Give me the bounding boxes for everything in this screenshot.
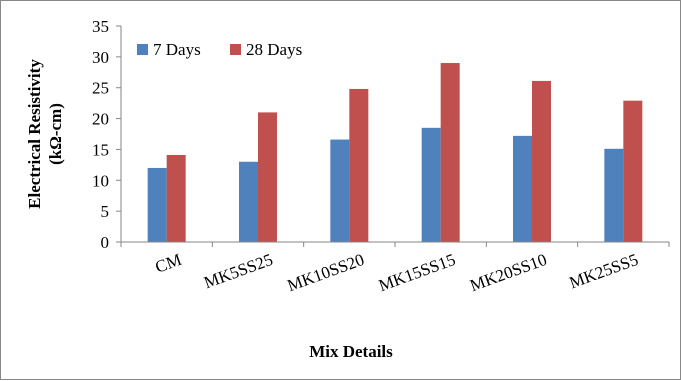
- x-axis: CM MK5SS25 MK10SS20 MK15SS15 MK20SS10 MK25SS5: [120, 241, 670, 295]
- y-tick-label: 25: [92, 79, 109, 98]
- legend-swatch: [230, 44, 241, 55]
- y-axis-title-line-2: (kΩ-cm): [46, 103, 65, 165]
- x-category-label: MK20SS10: [467, 250, 549, 295]
- bar-28-days-mk25ss5: [623, 100, 643, 242]
- bar-7-days-mk20ss10: [513, 135, 532, 242]
- legend: 7 Days 28 Days: [137, 40, 302, 59]
- x-category-label: CM: [153, 250, 184, 277]
- bars: [147, 63, 643, 243]
- bar-7-days-cm: [147, 167, 167, 242]
- bar-28-days-mk15ss15: [440, 63, 460, 243]
- bar-28-days-mk20ss10: [532, 80, 551, 242]
- bar-28-days-mk5ss25: [258, 112, 277, 243]
- y-tick-label: 0: [101, 233, 110, 252]
- bar-28-days-cm: [166, 154, 186, 242]
- y-axis-title-line-1: Electrical Resistivity: [25, 59, 44, 209]
- y-axis: 0 5 10 15 20 25 30 35: [92, 17, 122, 252]
- bar-7-days-mk25ss5: [604, 148, 624, 242]
- x-category-label: MK25SS5: [567, 250, 641, 292]
- bar-28-days-mk10ss20: [349, 88, 369, 242]
- y-tick-label: 35: [92, 17, 109, 36]
- x-category-label: MK15SS15: [376, 250, 458, 295]
- bar-7-days-mk15ss15: [421, 127, 441, 242]
- legend-label: 7 Days: [153, 40, 201, 59]
- y-tick-label: 5: [101, 202, 110, 221]
- legend-label: 28 Days: [246, 40, 302, 59]
- y-tick-label: 15: [92, 140, 109, 159]
- x-category-label: MK10SS20: [285, 250, 367, 295]
- y-tick-label: 30: [92, 48, 109, 67]
- bar-7-days-mk10ss20: [330, 139, 350, 242]
- x-axis-title: Mix Details: [309, 342, 393, 361]
- x-category-label: MK5SS25: [201, 250, 275, 292]
- y-tick-label: 10: [92, 171, 109, 190]
- bar-7-days-mk5ss25: [239, 161, 258, 242]
- legend-swatch: [137, 44, 148, 55]
- y-tick-label: 20: [92, 110, 109, 129]
